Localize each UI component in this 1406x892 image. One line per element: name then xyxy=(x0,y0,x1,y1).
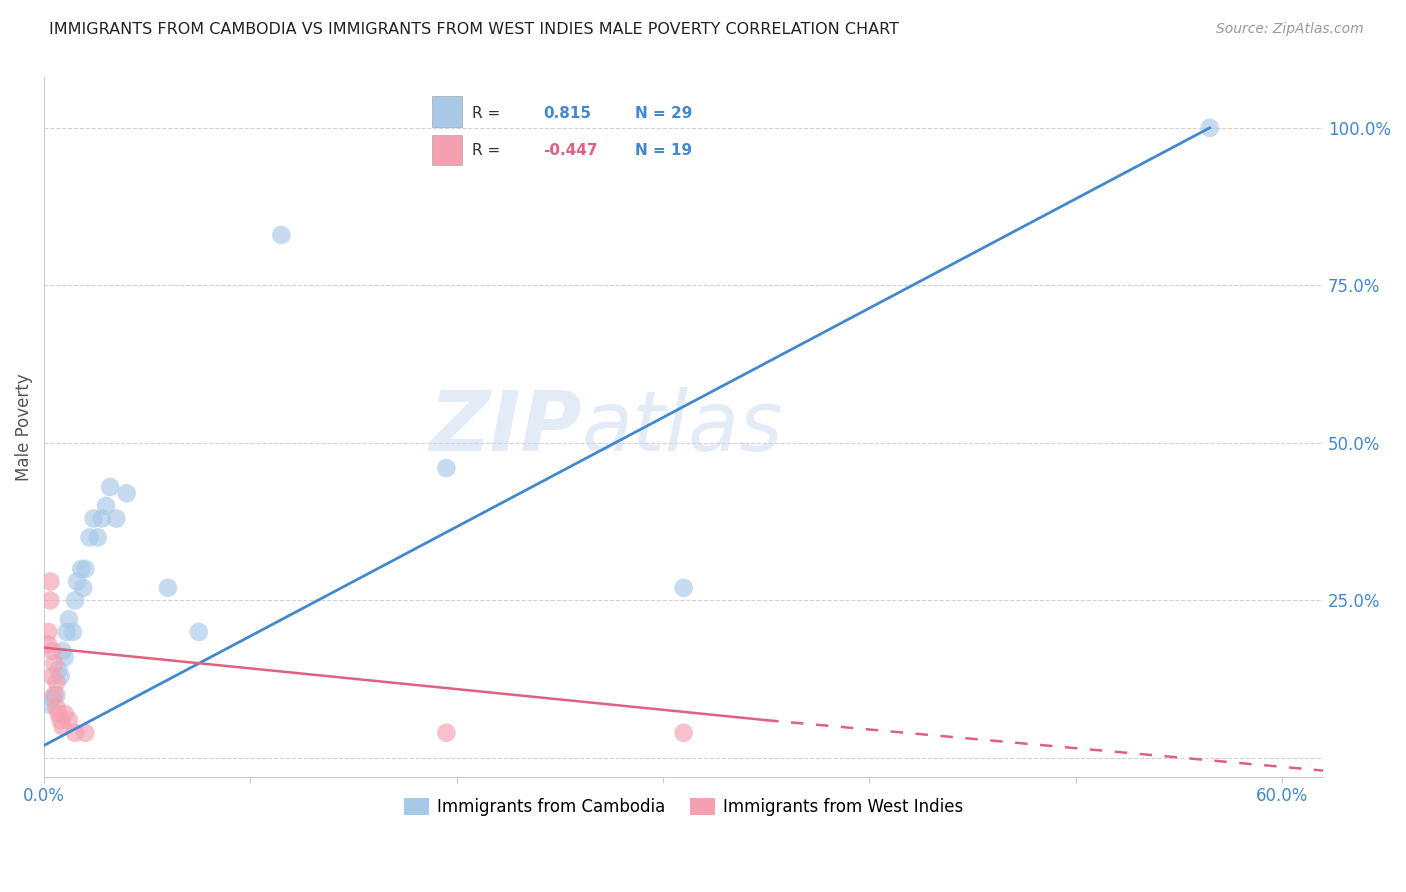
Point xyxy=(187,624,209,639)
Point xyxy=(44,657,66,671)
Point xyxy=(94,499,117,513)
Point xyxy=(53,650,76,665)
Point xyxy=(52,644,75,658)
Point xyxy=(83,511,105,525)
Point xyxy=(41,691,63,706)
Point xyxy=(37,698,59,712)
Text: ZIP: ZIP xyxy=(429,386,581,467)
Point xyxy=(70,562,93,576)
Point xyxy=(48,706,70,721)
Text: IMMIGRANTS FROM CAMBODIA VS IMMIGRANTS FROM WEST INDIES MALE POVERTY CORRELATION: IMMIGRANTS FROM CAMBODIA VS IMMIGRANTS F… xyxy=(49,22,900,37)
Point xyxy=(672,725,695,739)
Point xyxy=(75,725,97,739)
Point xyxy=(41,644,63,658)
Text: atlas: atlas xyxy=(581,386,783,467)
Point xyxy=(58,612,80,626)
Text: Source: ZipAtlas.com: Source: ZipAtlas.com xyxy=(1216,22,1364,37)
Point xyxy=(52,719,75,733)
Point xyxy=(1198,120,1220,135)
Point xyxy=(53,706,76,721)
Point xyxy=(62,624,84,639)
Point xyxy=(87,530,110,544)
Point xyxy=(79,530,101,544)
Point xyxy=(63,725,86,739)
Point xyxy=(72,581,94,595)
Point xyxy=(49,669,72,683)
Point xyxy=(66,574,89,589)
Point xyxy=(37,638,59,652)
Point xyxy=(45,675,67,690)
Point xyxy=(90,511,112,525)
Point xyxy=(37,624,59,639)
Legend: Immigrants from Cambodia, Immigrants from West Indies: Immigrants from Cambodia, Immigrants fro… xyxy=(395,789,972,824)
Point xyxy=(75,562,97,576)
Point xyxy=(58,713,80,727)
Point xyxy=(270,227,292,242)
Point xyxy=(41,669,63,683)
Point xyxy=(434,725,457,739)
Point xyxy=(156,581,179,595)
Point xyxy=(434,461,457,475)
Point xyxy=(672,581,695,595)
Point xyxy=(39,593,62,607)
Point xyxy=(45,688,67,702)
Point xyxy=(39,574,62,589)
Point xyxy=(56,624,79,639)
Point xyxy=(48,663,70,677)
Point xyxy=(44,688,66,702)
Point xyxy=(63,593,86,607)
Point xyxy=(105,511,128,525)
Point xyxy=(45,700,67,714)
Y-axis label: Male Poverty: Male Poverty xyxy=(15,374,32,481)
Point xyxy=(49,713,72,727)
Point xyxy=(98,480,121,494)
Point xyxy=(115,486,138,500)
